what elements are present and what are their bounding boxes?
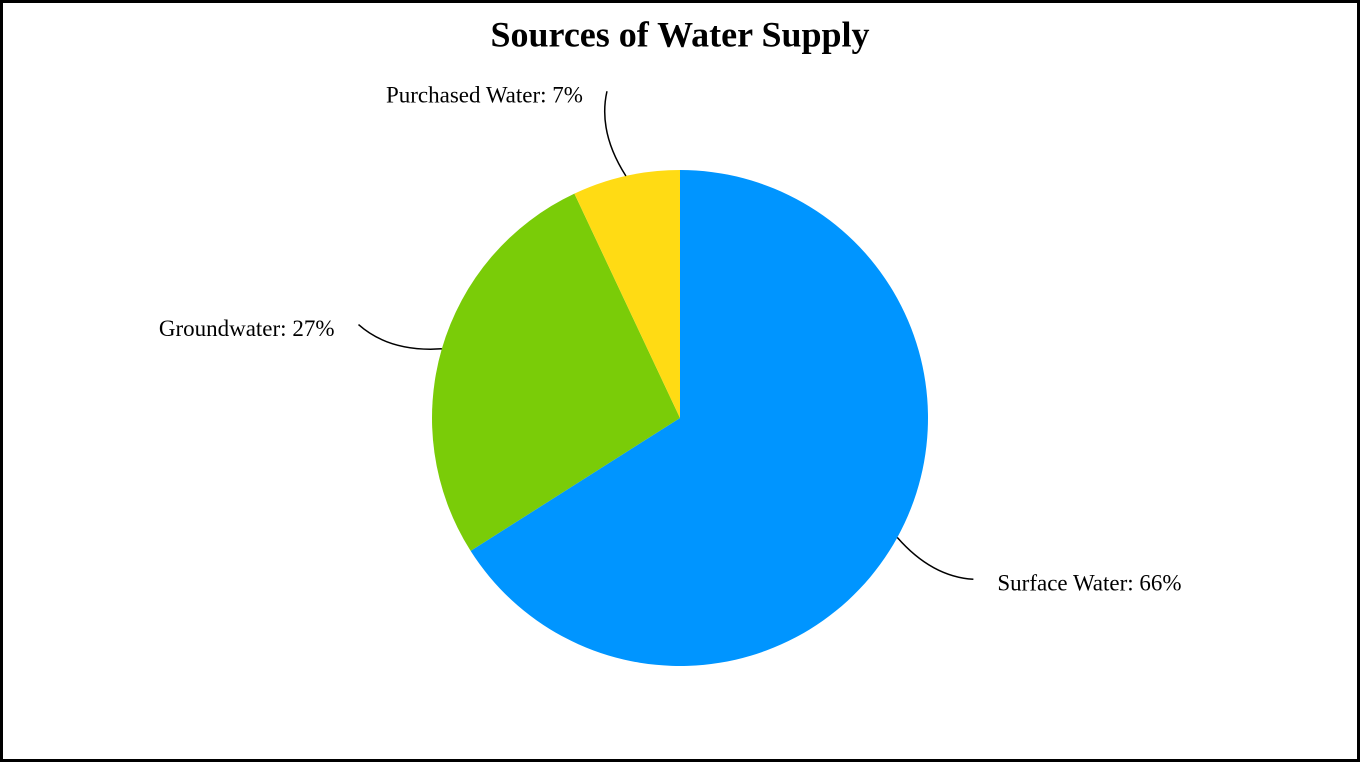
pie-slice — [432, 193, 680, 551]
pie-slice — [470, 170, 929, 667]
leader-line — [604, 91, 627, 177]
chart-title: Sources of Water Supply — [490, 14, 869, 54]
leader-line — [357, 324, 442, 350]
data-label: Purchased Water: 7% — [386, 83, 583, 108]
pie-slice — [574, 170, 680, 418]
leader-line — [896, 536, 974, 581]
data-label: Surface Water: 66% — [997, 571, 1181, 596]
data-label: Groundwater: 27% — [159, 316, 335, 341]
